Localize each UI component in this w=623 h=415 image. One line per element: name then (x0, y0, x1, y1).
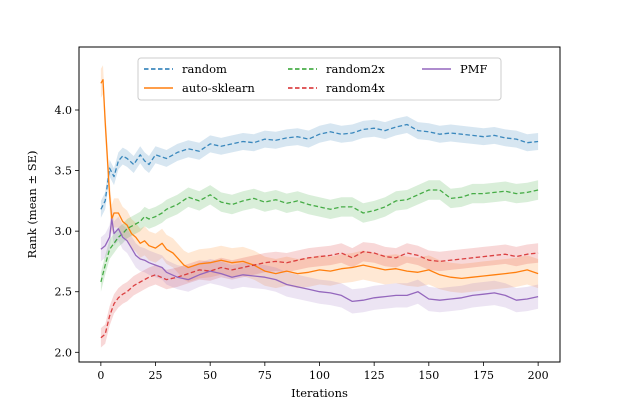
x-tick-label: 50 (203, 369, 217, 382)
auto-sklearn-series-line (100, 79, 539, 280)
x-tick-label: 25 (149, 369, 163, 382)
random2x-se-band (100, 180, 539, 292)
x-axis-label: Iterations (291, 386, 348, 400)
random-se-band (100, 116, 539, 218)
x-tick-label: 175 (473, 369, 494, 382)
x-tick-label: 100 (309, 369, 330, 382)
y-tick-label: 3.5 (55, 165, 73, 178)
x-tick-label: 200 (528, 369, 549, 382)
y-tick-label: 4.0 (55, 104, 73, 117)
y-axis-label: Rank (mean ± SE) (25, 151, 39, 259)
y-axis-ticks: 2.0 2.5 3.0 3.5 4.0 (55, 104, 79, 359)
x-tick-label: 150 (418, 369, 439, 382)
pmf-series-line (100, 218, 539, 303)
x-tick-label: 75 (258, 369, 272, 382)
y-tick-label: 2.0 (55, 346, 73, 359)
legend-label-random: random (182, 62, 227, 76)
x-tick-label: 125 (364, 369, 385, 382)
legend-label-random2x: random2x (326, 62, 385, 76)
random-series-line (100, 123, 539, 210)
legend-box (137, 57, 502, 101)
x-tick-label: 0 (97, 369, 104, 382)
auto-sklearn-se-band (100, 65, 539, 293)
legend-label-auto-sklearn: auto-sklearn (182, 81, 255, 95)
x-axis-ticks: 0 25 50 75 100 125 150 175 200 (97, 362, 549, 382)
y-tick-label: 3.0 (55, 225, 73, 238)
series-lines (100, 79, 539, 339)
legend-label-pmf: PMF (460, 62, 488, 76)
random2x-series-line (100, 189, 539, 283)
random4x-series-line (100, 251, 539, 339)
legend: random auto-sklearn random2x random4x PMF (137, 57, 502, 101)
random4x-se-band (100, 242, 539, 348)
legend-label-random4x: random4x (326, 81, 385, 95)
y-tick-label: 2.5 (55, 286, 73, 299)
